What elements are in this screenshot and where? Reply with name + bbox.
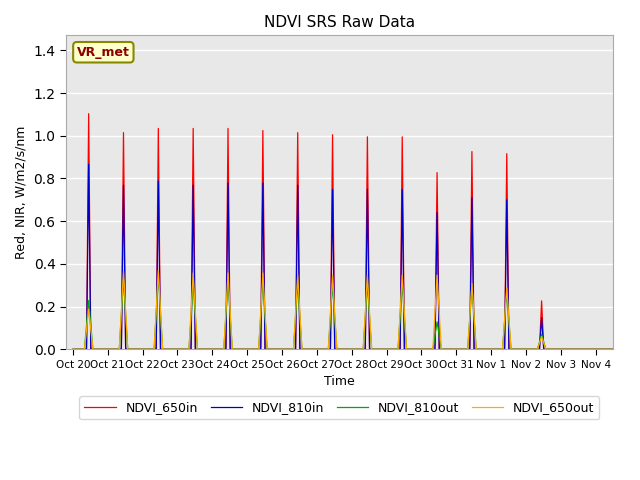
NDVI_810in [627, 347, 634, 352]
NDVI_650in [85, 111, 93, 117]
NDVI_810out [627, 347, 634, 352]
Line: NDVI_810in: NDVI_810in [73, 164, 630, 349]
NDVI_810in [69, 347, 77, 352]
NDVI_650out [271, 347, 278, 352]
NDVI_810out [97, 347, 105, 352]
Legend: NDVI_650in, NDVI_810in, NDVI_810out, NDVI_650out: NDVI_650in, NDVI_810in, NDVI_810out, NDV… [79, 396, 600, 420]
NDVI_810in [97, 347, 105, 352]
NDVI_650in [483, 347, 490, 352]
NDVI_810in [399, 235, 406, 241]
NDVI_650in [69, 347, 77, 352]
NDVI_650out [512, 347, 520, 352]
NDVI_650out [423, 347, 431, 352]
X-axis label: Time: Time [324, 375, 355, 388]
Line: NDVI_650in: NDVI_650in [73, 114, 630, 349]
NDVI_650out [483, 347, 490, 352]
NDVI_650in [399, 199, 406, 204]
NDVI_650out [97, 347, 105, 352]
NDVI_650out [154, 268, 162, 274]
NDVI_810out [512, 347, 520, 352]
Text: VR_met: VR_met [77, 46, 130, 59]
Line: NDVI_650out: NDVI_650out [73, 271, 630, 349]
NDVI_650in [97, 347, 105, 352]
NDVI_810out [399, 291, 406, 297]
NDVI_650in [271, 347, 278, 352]
NDVI_650in [512, 347, 520, 352]
NDVI_810in [483, 347, 490, 352]
Y-axis label: Red, NIR, W/m2/s/nm: Red, NIR, W/m2/s/nm [15, 126, 28, 259]
NDVI_810in [423, 347, 431, 352]
NDVI_810out [271, 347, 278, 352]
NDVI_650out [399, 284, 406, 289]
NDVI_810in [271, 347, 278, 352]
NDVI_650out [69, 347, 77, 352]
NDVI_810in [85, 161, 93, 167]
NDVI_650in [627, 347, 634, 352]
NDVI_810out [423, 347, 431, 352]
NDVI_810out [154, 272, 162, 278]
Line: NDVI_810out: NDVI_810out [73, 275, 630, 349]
NDVI_650out [627, 347, 634, 352]
NDVI_810out [483, 347, 490, 352]
NDVI_810out [69, 347, 77, 352]
Title: NDVI SRS Raw Data: NDVI SRS Raw Data [264, 15, 415, 30]
NDVI_650in [423, 347, 431, 352]
NDVI_810in [512, 347, 520, 352]
